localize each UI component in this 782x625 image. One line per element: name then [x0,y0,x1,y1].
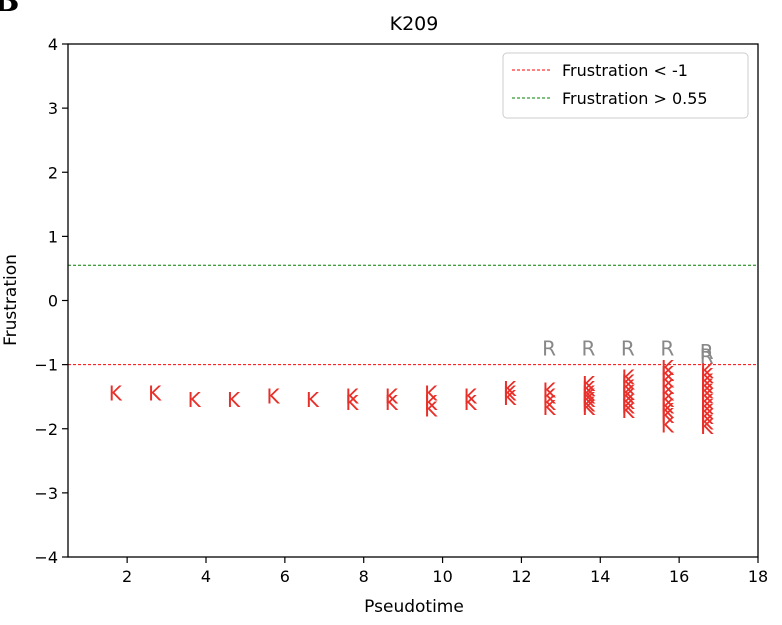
data-point-K-1: K [148,381,162,405]
data-point-K-7: K [345,391,359,415]
data-point-K-48: K [700,364,714,388]
data-point-K-0: K [109,381,123,405]
data-point-K-54: K [700,395,714,419]
data-point-K-43: K [661,394,675,418]
data-point-K-51: K [700,380,714,404]
legend-label-1: Frustration > 0.55 [562,89,708,108]
data-point-K-11: K [424,391,438,415]
data-point-K-25: K [582,385,596,409]
data-point-K-2: K [188,388,202,412]
data-point-K-33: K [621,385,635,409]
data-point-K-29: K [621,365,635,389]
data-point-K-37: K [661,356,675,380]
x-tick-label-5: 12 [511,567,531,586]
data-point-K-58: K [700,415,714,439]
data-point-R-3: R [660,337,674,361]
data-point-K-38: K [661,362,675,386]
y-tick-label-1: −3 [34,484,58,503]
data-point-K-36: K [621,399,635,423]
data-point-K-10: K [424,381,438,405]
data-point-K-52: K [700,385,714,409]
data-point-K-49: K [700,369,714,393]
data-point-K-44: K [661,399,675,423]
data-point-K-19: K [542,385,556,409]
data-point-K-6: K [345,385,359,409]
data-point-K-16: K [503,381,517,405]
data-point-K-18: K [542,378,556,402]
x-tick-label-6: 14 [590,567,610,586]
data-point-K-17: K [503,386,517,410]
data-point-K-22: K [582,372,596,396]
y-tick-label-8: 4 [48,35,58,54]
data-point-K-26: K [582,388,596,412]
data-point-K-5: K [306,388,320,412]
data-point-R-1: R [582,337,596,361]
data-point-K-55: K [700,400,714,424]
data-point-K-12: K [424,398,438,422]
data-point-K-45: K [661,404,675,428]
data-point-K-3: K [227,388,241,412]
data-point-K-47: K [700,359,714,383]
x-tick-label-1: 4 [201,567,211,586]
data-point-K-4: K [266,385,280,409]
x-tick-label-7: 16 [669,567,689,586]
data-point-K-23: K [582,377,596,401]
data-point-K-31: K [621,376,635,400]
data-point-R-0: R [542,337,556,361]
y-tick-label-3: −1 [34,356,58,375]
y-tick-label-7: 3 [48,99,58,118]
y-tick-label-4: 0 [48,292,58,311]
y-tick-label-0: −4 [34,548,58,567]
legend-label-0: Frustration < -1 [562,61,688,80]
data-point-K-34: K [621,390,635,414]
reference-lines [68,264,758,366]
data-point-K-9: K [385,391,399,415]
y-tick-label-5: 1 [48,227,58,246]
x-tick-label-3: 8 [359,567,369,586]
data-point-K-27: K [582,392,596,416]
data-point-K-39: K [661,369,675,393]
plot-frame [67,43,759,558]
y-axis-label: Frustration [1,254,21,346]
x-tick-label-4: 10 [432,567,452,586]
legend: Frustration < -1 Frustration > 0.55 [502,52,749,119]
data-point-K-24: K [582,381,596,405]
data-point-K-21: K [542,396,556,420]
data-point-K-42: K [661,388,675,412]
data-point-K-50: K [700,374,714,398]
legend-box [502,52,749,119]
data-point-K-30: K [621,371,635,395]
data-point-K-32: K [621,381,635,405]
panel-label: B [0,0,20,19]
data-point-K-46: K [661,414,675,438]
data-point-K-14: K [464,391,478,415]
chart-title: K209 [390,13,439,35]
data-point-R-5: R [700,344,714,368]
y-tick-label-6: 2 [48,163,58,182]
x-tick-label-2: 6 [280,567,290,586]
data-point-K-15: K [503,377,517,401]
y-tick-label-2: −2 [34,420,58,439]
x-axis-label: Pseudotime [364,597,464,617]
data-point-K-13: K [464,385,478,409]
data-point-K-53: K [700,390,714,414]
data-point-K-56: K [700,405,714,429]
data-point-K-8: K [385,385,399,409]
data-point-R-4: R [700,340,714,364]
data-point-K-20: K [542,391,556,415]
data-point-K-28: K [582,396,596,420]
data-point-K-35: K [621,394,635,418]
data-point-K-57: K [700,410,714,434]
data-point-K-40: K [661,375,675,399]
data-point-K-41: K [661,381,675,405]
data-point-R-2: R [621,337,635,361]
x-tick-label-0: 2 [122,567,132,586]
x-tick-label-8: 18 [748,567,768,586]
